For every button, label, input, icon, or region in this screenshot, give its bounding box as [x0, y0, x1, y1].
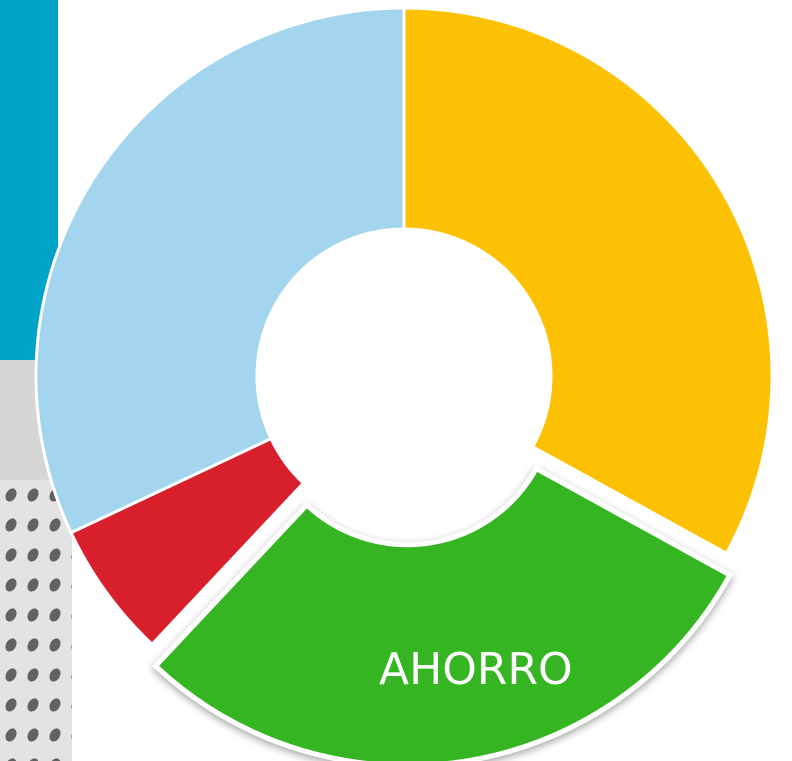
segment-label: AHORRO	[379, 644, 573, 695]
donut: AHORRO	[34, 6, 774, 761]
donut-segment	[402, 6, 774, 556]
side-pattern	[0, 480, 72, 761]
donut-segment	[34, 6, 406, 535]
donut-segment	[151, 465, 734, 761]
